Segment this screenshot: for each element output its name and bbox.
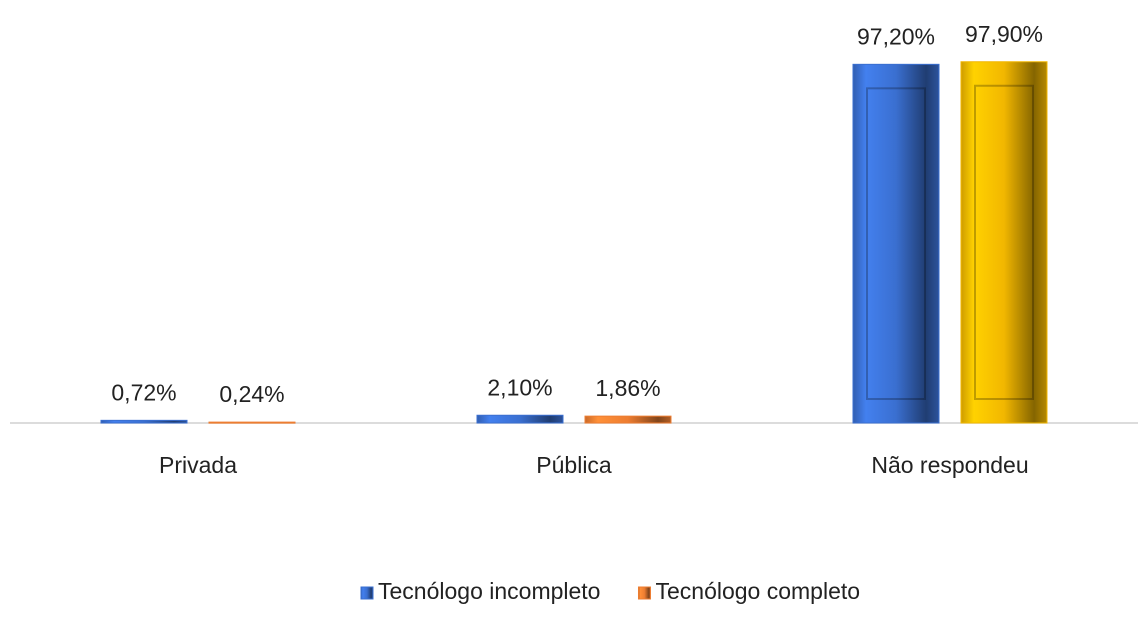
bar-bevel bbox=[866, 87, 926, 400]
legend-label: Tecnólogo incompleto bbox=[378, 578, 600, 604]
data-label: 0,72% bbox=[111, 379, 176, 405]
data-label: 0,24% bbox=[219, 381, 284, 407]
legend-swatch bbox=[360, 586, 374, 600]
x-tick-label: Privada bbox=[159, 452, 237, 478]
bar-bevel bbox=[974, 84, 1034, 401]
bar bbox=[584, 415, 672, 424]
data-label: 2,10% bbox=[487, 374, 552, 400]
bar bbox=[960, 61, 1048, 424]
legend-swatch bbox=[637, 586, 651, 600]
x-tick-label: Não respondeu bbox=[871, 452, 1028, 478]
bar bbox=[100, 419, 188, 424]
bar bbox=[852, 63, 940, 424]
data-label: 97,90% bbox=[965, 21, 1043, 47]
x-tick-label: Pública bbox=[536, 452, 612, 478]
data-label: 97,20% bbox=[857, 23, 935, 49]
data-label: 1,86% bbox=[595, 375, 660, 401]
bar bbox=[476, 414, 564, 424]
bar bbox=[208, 421, 296, 424]
legend-label: Tecnólogo completo bbox=[655, 578, 860, 604]
